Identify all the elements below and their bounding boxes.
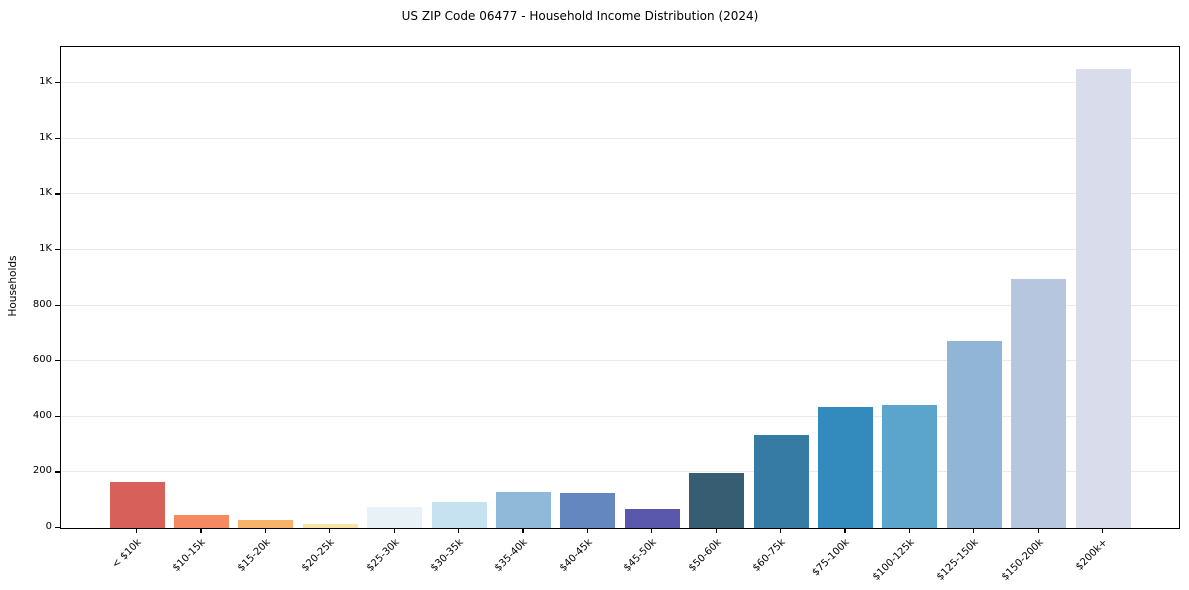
bar-100-125k: [882, 404, 938, 528]
y-tick-label: 1K: [39, 131, 52, 143]
x-tick-mark: [780, 528, 782, 533]
y-tick-label: 1K: [39, 242, 52, 254]
gridline: [61, 82, 1179, 84]
x-tick-mark: [136, 528, 138, 533]
bar-25-30k: [367, 506, 423, 528]
x-tick-mark: [973, 528, 975, 533]
bar-30-35k: [431, 502, 487, 528]
chart-title: US ZIP Code 06477 - Household Income Dis…: [401, 9, 759, 23]
y-tick-label: 600: [32, 354, 52, 366]
x-tick-mark: [651, 528, 653, 533]
bar-35-40k: [495, 491, 551, 528]
gridline: [61, 471, 1179, 473]
bar-10-15k: [173, 514, 229, 528]
x-tick-mark: [715, 528, 717, 533]
y-tick-mark: [55, 137, 60, 139]
bar-200k: [1075, 69, 1131, 528]
y-tick-label: 400: [32, 409, 52, 421]
y-tick-mark: [55, 82, 60, 84]
plot-area: [60, 46, 1180, 529]
x-tick-mark: [522, 528, 524, 533]
y-tick-label: 800: [32, 298, 52, 310]
x-tick-label: < $10k: [110, 537, 144, 571]
x-tick-mark: [393, 528, 395, 533]
bar-40-45k: [560, 492, 616, 528]
bar-15-20k: [238, 519, 294, 528]
y-tick-mark: [55, 415, 60, 417]
x-tick-mark: [458, 528, 460, 533]
bar-150-200k: [1011, 278, 1067, 528]
gridline: [61, 360, 1179, 362]
bar-60-75k: [753, 434, 809, 528]
bar-75-100k: [817, 406, 873, 528]
x-tick-mark: [908, 528, 910, 533]
gridline: [61, 193, 1179, 195]
y-tick-mark: [55, 304, 60, 306]
y-tick-mark: [55, 193, 60, 195]
y-axis-label: Households: [7, 255, 19, 317]
bar-10k: [109, 481, 165, 528]
x-tick-mark: [264, 528, 266, 533]
y-tick-label: 1K: [39, 76, 52, 88]
bar-125-150k: [946, 341, 1002, 528]
y-tick-mark: [55, 527, 60, 529]
gridline: [61, 248, 1179, 250]
gridline: [61, 304, 1179, 306]
x-tick-mark: [1037, 528, 1039, 533]
x-tick-mark: [200, 528, 202, 533]
y-tick-label: 1K: [39, 187, 52, 199]
bar-45-50k: [624, 509, 680, 528]
x-tick-mark: [1102, 528, 1104, 533]
y-tick-label: 200: [32, 465, 52, 477]
gridline: [61, 137, 1179, 139]
x-tick-mark: [586, 528, 588, 533]
y-tick-mark: [55, 471, 60, 473]
y-tick-label: 0: [45, 521, 52, 532]
bar-20-25k: [302, 523, 358, 528]
gridline: [61, 415, 1179, 417]
x-tick-mark: [844, 528, 846, 533]
x-tick-mark: [329, 528, 331, 533]
y-tick-mark: [55, 248, 60, 251]
bar-50-60k: [689, 473, 745, 528]
y-tick-mark: [55, 360, 60, 362]
